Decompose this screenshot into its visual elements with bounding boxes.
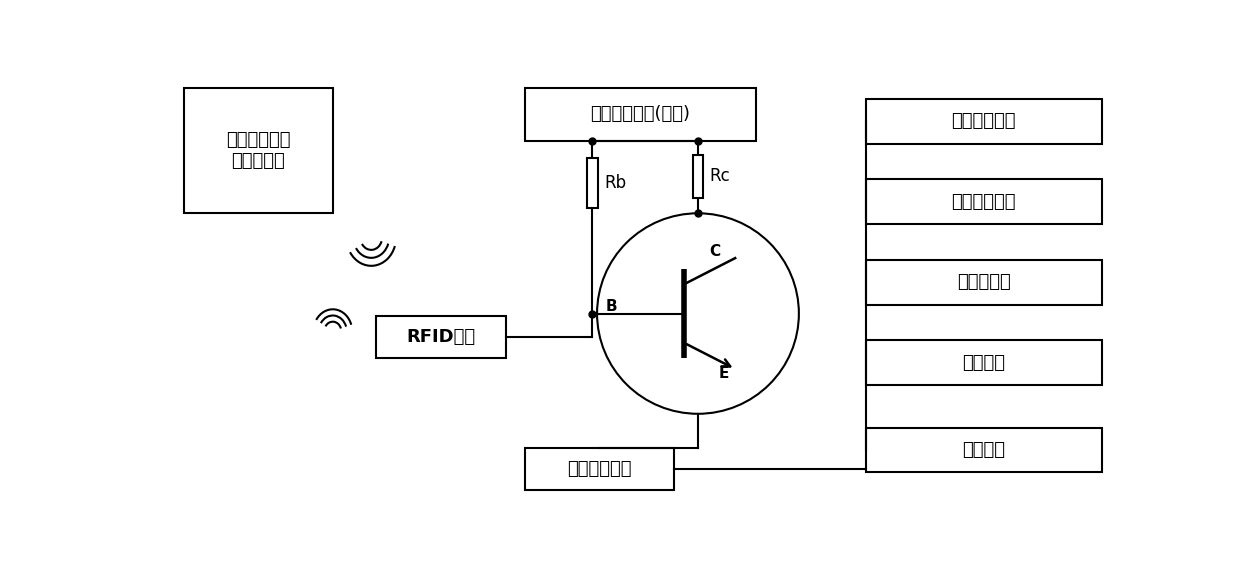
Text: RFID标签: RFID标签 — [407, 328, 475, 346]
Text: E: E — [718, 366, 729, 381]
Bar — [866, 340, 1101, 385]
Text: 收发单元: 收发单元 — [962, 441, 1006, 459]
Text: 模数转换单元: 模数转换单元 — [951, 193, 1016, 211]
Bar — [184, 88, 332, 213]
Text: 传感功能单元: 传感功能单元 — [951, 112, 1016, 130]
Text: 自供电源系统(电池): 自供电源系统(电池) — [590, 106, 691, 123]
Bar — [525, 88, 755, 141]
Bar — [525, 448, 675, 490]
Text: 数据终端系统
（阅读器）: 数据终端系统 （阅读器） — [226, 131, 290, 170]
Bar — [587, 158, 598, 209]
Text: Rc: Rc — [709, 167, 730, 185]
Bar — [376, 316, 506, 358]
Text: 处理器单元: 处理器单元 — [957, 273, 1011, 291]
Text: 存储单元: 存储单元 — [962, 354, 1006, 372]
Bar — [866, 180, 1101, 224]
Text: Rb: Rb — [604, 174, 626, 192]
Bar — [866, 99, 1101, 144]
Bar — [692, 155, 703, 198]
Bar — [866, 260, 1101, 304]
Text: 供电管理单元: 供电管理单元 — [567, 460, 631, 478]
Text: B: B — [605, 299, 616, 314]
Text: C: C — [709, 245, 720, 260]
Bar — [866, 428, 1101, 472]
